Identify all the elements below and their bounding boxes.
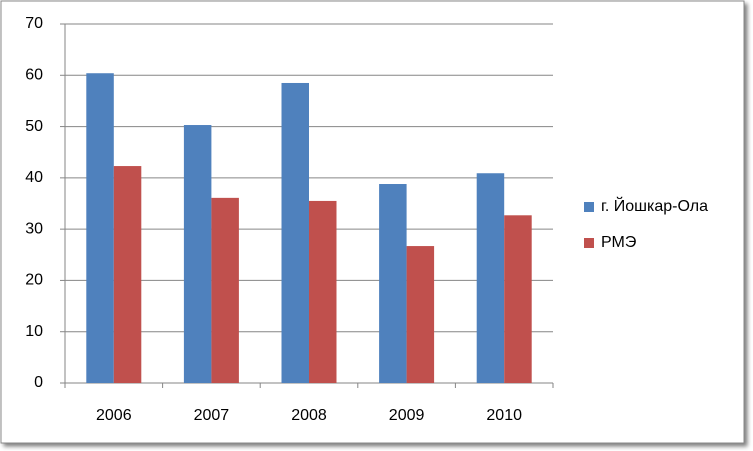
bar [183,125,212,383]
legend-swatch [584,238,594,248]
x-tick-label: 2006 [96,407,132,424]
y-tick-label: 70 [25,15,43,32]
x-tick-label: 2008 [291,407,327,424]
bar [476,173,505,383]
y-tick-label: 30 [25,220,43,237]
bar [211,197,239,383]
y-tick-label: 60 [25,67,43,84]
bar [406,246,435,383]
bar [379,184,407,383]
legend-label: РМЭ [601,234,636,251]
bar [281,82,309,383]
y-tick-label: 0 [34,374,43,391]
y-tick-label: 20 [25,272,43,289]
bar [504,215,532,383]
x-tick-label: 2007 [194,407,230,424]
y-tick-label: 40 [25,169,43,186]
y-tick-label: 50 [25,118,43,135]
bar [309,200,337,383]
x-tick-label: 2010 [486,407,522,424]
x-tick-label: 2009 [389,407,425,424]
bar [113,166,142,383]
legend-label: г. Йошкар-Ола [601,196,708,215]
bar [86,73,114,383]
y-tick-label: 10 [25,323,43,340]
legend-swatch [584,202,594,212]
